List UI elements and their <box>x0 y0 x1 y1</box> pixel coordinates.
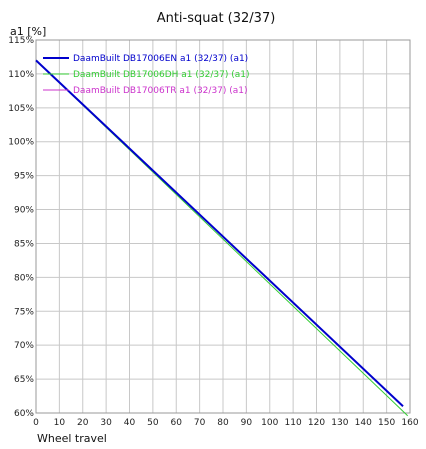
y-tick-label: 60% <box>14 409 34 419</box>
legend-label-3: DaamBuilt DB17006TR a1 (32/37) (a1) <box>73 86 248 96</box>
x-tick-label: 110 <box>285 418 302 428</box>
series-lines <box>35 59 409 417</box>
y-tick-label: 95% <box>14 172 34 182</box>
y-tick-label: 65% <box>14 375 34 385</box>
x-tick-label: 0 <box>33 418 39 428</box>
plot-frame <box>35 39 411 414</box>
x-tick-label: 10 <box>54 418 66 428</box>
x-tick-label: 30 <box>100 418 112 428</box>
x-tick-label: 130 <box>331 418 348 428</box>
y-tick-label: 70% <box>14 341 34 351</box>
x-tick-label: 140 <box>355 418 372 428</box>
x-tick-label: 40 <box>124 418 136 428</box>
x-tick-label: 20 <box>77 418 89 428</box>
x-tick-label: 150 <box>378 418 395 428</box>
y-tick-label: 115% <box>8 36 34 46</box>
y-tick-label: 80% <box>14 273 34 283</box>
grid <box>35 39 411 414</box>
y-tick-label: 105% <box>8 104 34 114</box>
y-tick-label: 100% <box>8 138 34 148</box>
tick-labels: 0 10 20 30 40 50 60 70 80 90 100 110 120 130 140 150 160… <box>8 36 419 428</box>
legend: DaamBuilt DB17006EN a1 (32/37) (a1) DaamB… <box>43 54 249 96</box>
x-tick-label: 90 <box>241 418 253 428</box>
legend-label-1: DaamBuilt DB17006EN a1 (32/37) (a1) <box>73 54 248 64</box>
legend-label-2: DaamBuilt DB17006DH a1 (32/37) (a1) <box>73 70 249 80</box>
x-tick-label: 100 <box>261 418 278 428</box>
y-tick-label: 75% <box>14 307 34 317</box>
x-tick-label: 120 <box>308 418 325 428</box>
y-tick-label: 90% <box>14 206 34 216</box>
x-axis-label: Wheel travel <box>37 432 107 445</box>
x-tick-label: 160 <box>401 418 418 428</box>
x-tick-label: 50 <box>147 418 159 428</box>
x-tick-label: 70 <box>194 418 206 428</box>
series-line-1 <box>35 59 404 407</box>
y-tick-label: 110% <box>8 70 34 80</box>
x-tick-label: 60 <box>171 418 183 428</box>
x-tick-label: 80 <box>217 418 229 428</box>
y-tick-label: 85% <box>14 239 34 249</box>
chart-title: Anti-squat (32/37) <box>157 11 276 26</box>
y-axis-label: a1 [%] <box>10 25 46 38</box>
